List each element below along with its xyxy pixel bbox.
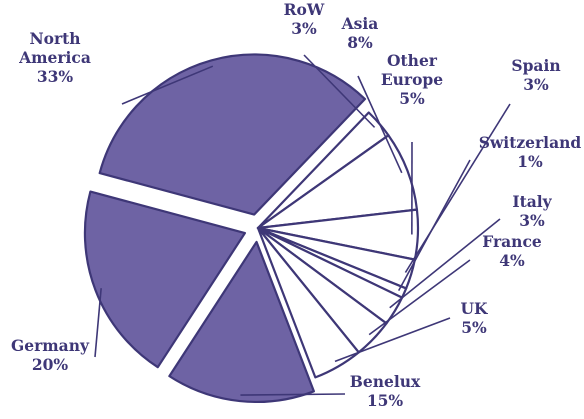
slice-label-asia: Asia 8% [341, 14, 379, 52]
leader-line-asia [357, 75, 403, 174]
slice-label-benelux: Benelux 15% [350, 372, 421, 410]
leader-line-spain [404, 103, 511, 273]
pie-slice-north-america [98, 53, 367, 216]
pie-slice-germany [83, 190, 247, 369]
leader-line-uk [334, 317, 451, 363]
leader-line-row [303, 54, 376, 128]
leader-line-germany [94, 288, 102, 358]
slice-label-switzerland: Switzerland 1% [479, 133, 582, 171]
slice-label-uk: UK 5% [461, 299, 489, 337]
leader-line-benelux [240, 393, 346, 396]
leader-line-switzerland [397, 159, 471, 292]
slice-label-italy: Italy 3% [512, 192, 552, 230]
slice-label-germany: Germany 20% [11, 336, 90, 374]
leader-line-italy [389, 218, 501, 309]
slice-label-north-america: North America 33% [18, 29, 91, 86]
leader-line-france [368, 259, 471, 336]
slice-label-spain: Spain 3% [511, 56, 560, 94]
pie-slices [83, 53, 420, 404]
slice-labels: North America 33% RoW 3% Asia 8%Other Europe 5% S… [11, 0, 581, 410]
slice-label-france: France 4% [482, 232, 542, 270]
slice-label-other-europe: Other Europe 5% [381, 51, 443, 108]
slice-label-row: RoW 3% [284, 0, 325, 38]
leader-lines [94, 54, 511, 396]
leader-line-north-america [121, 65, 214, 105]
